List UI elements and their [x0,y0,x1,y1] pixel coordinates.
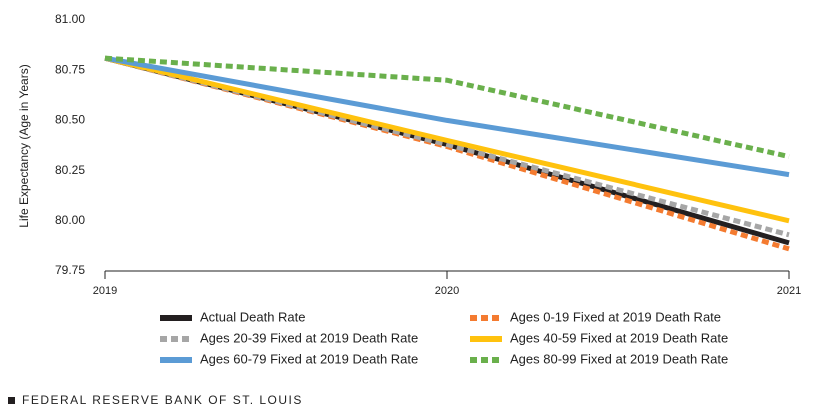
series-line [104,55,790,246]
y-tick-label: 79.75 [55,263,85,277]
legend-label: Ages 60-79 Fixed at 2019 Death Rate [200,351,418,366]
series-line [104,55,790,252]
x-tick-label: 2019 [93,285,117,297]
series-line [104,55,790,224]
y-tick-label: 81.00 [55,12,85,26]
y-tick-label: 80.75 [55,62,85,76]
legend-label: Ages 40-59 Fixed at 2019 Death Rate [510,330,728,345]
legend-label: Ages 20-39 Fixed at 2019 Death Rate [200,330,418,345]
legend-label: Actual Death Rate [200,309,306,324]
series-line [104,55,790,238]
y-tick-label: 80.00 [55,213,85,227]
x-tick-label: 2020 [435,285,459,297]
legend-label: Ages 80-99 Fixed at 2019 Death Rate [510,351,728,366]
y-tick-label: 80.50 [55,113,85,127]
legend-label: Ages 0-19 Fixed at 2019 Death Rate [510,309,721,324]
series-line [104,55,790,159]
footer-icon [8,397,15,404]
y-tick-label: 80.25 [55,163,85,177]
x-tick-label: 2021 [777,285,801,297]
series-line [104,55,790,178]
footer: FEDERAL RESERVE BANK OF ST. LOUIS [22,393,303,407]
y-axis-label: Life Expectancy (Age in Years) [17,64,31,227]
